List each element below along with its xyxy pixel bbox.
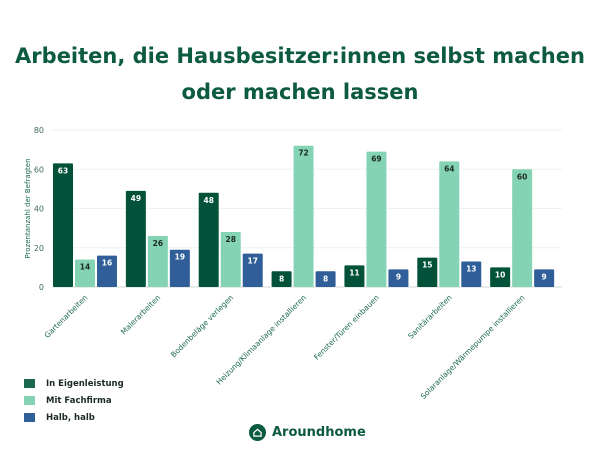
brand-name: Aroundhome — [272, 425, 366, 440]
bar-value-label: 16 — [102, 259, 112, 268]
y-tick-label: 20 — [34, 244, 44, 253]
bar-value-label: 63 — [58, 166, 68, 175]
legend-label: Mit Fachfirma — [46, 396, 112, 406]
bar-value-label: 64 — [444, 164, 454, 173]
legend-swatch — [24, 396, 35, 405]
bar — [344, 265, 365, 287]
bar-value-label: 69 — [371, 155, 381, 164]
x-tick-label: Fenster/Türen einbauen — [312, 293, 381, 362]
x-tick-label: Gartenarbeiten — [43, 293, 90, 340]
brand-logo: Aroundhome — [249, 424, 366, 441]
bar-value-label: 72 — [298, 149, 308, 158]
bar-value-label: 17 — [247, 257, 257, 266]
bar — [147, 235, 168, 287]
legend-item-halb: Halb, halb — [24, 413, 95, 423]
bar — [512, 169, 533, 287]
bar — [271, 271, 292, 287]
x-tick-label: Bodenbeläge verlegen — [169, 293, 235, 359]
bar-value-label: 15 — [422, 261, 432, 270]
bar — [125, 190, 146, 287]
bar-value-label: 8 — [323, 274, 328, 283]
bar-value-label: 28 — [225, 235, 235, 244]
y-tick-label: 60 — [34, 165, 44, 174]
bar-value-label: 60 — [517, 172, 527, 181]
bar — [439, 161, 460, 287]
bar — [417, 257, 438, 287]
bar-value-label: 11 — [349, 268, 359, 277]
legend-item-eigenleistung: In Eigenleistung — [24, 379, 124, 389]
legend-swatch — [24, 379, 35, 388]
bar-value-label: 9 — [396, 272, 401, 281]
bar — [220, 232, 241, 287]
bar — [388, 269, 409, 287]
bar — [490, 267, 511, 287]
y-axis-label: Prozentanzahl der Befragten — [24, 158, 32, 258]
x-tick-label: Heizung/Klimaanlage installieren — [214, 293, 308, 387]
bar-value-label: 19 — [175, 253, 185, 262]
bar-value-label: 13 — [466, 264, 476, 273]
bar-value-label: 9 — [542, 272, 547, 281]
bar-value-label: 14 — [80, 263, 90, 272]
legend-label: In Eigenleistung — [46, 379, 124, 389]
legend-item-fachfirma: Mit Fachfirma — [24, 396, 112, 406]
y-tick-label: 80 — [34, 126, 44, 135]
bar — [534, 269, 555, 287]
legend-swatch — [24, 413, 35, 422]
x-tick-label: Sanitärarbeiten — [406, 293, 454, 341]
bar-value-label: 26 — [153, 239, 163, 248]
chart-title: Arbeiten, die Hausbesitzer:innen selbst … — [15, 44, 585, 104]
y-tick-label: 0 — [39, 283, 44, 292]
bar — [198, 192, 219, 287]
bar-value-label: 49 — [131, 194, 141, 203]
bar-value-label: 8 — [279, 274, 284, 283]
bar-value-label: 48 — [203, 196, 213, 205]
bar — [461, 261, 482, 287]
bar — [242, 253, 263, 287]
bar — [75, 259, 95, 287]
bar-value-label: 10 — [495, 270, 505, 279]
house-icon — [249, 424, 266, 441]
bar — [315, 271, 336, 287]
bar — [53, 163, 73, 287]
bar — [366, 151, 387, 287]
y-tick-label: 40 — [34, 205, 44, 214]
x-tick-label: Malerarbeiten — [119, 293, 163, 337]
bar — [169, 249, 190, 287]
bar — [97, 255, 117, 287]
legend-label: Halb, halb — [46, 413, 95, 423]
bar — [293, 145, 314, 287]
